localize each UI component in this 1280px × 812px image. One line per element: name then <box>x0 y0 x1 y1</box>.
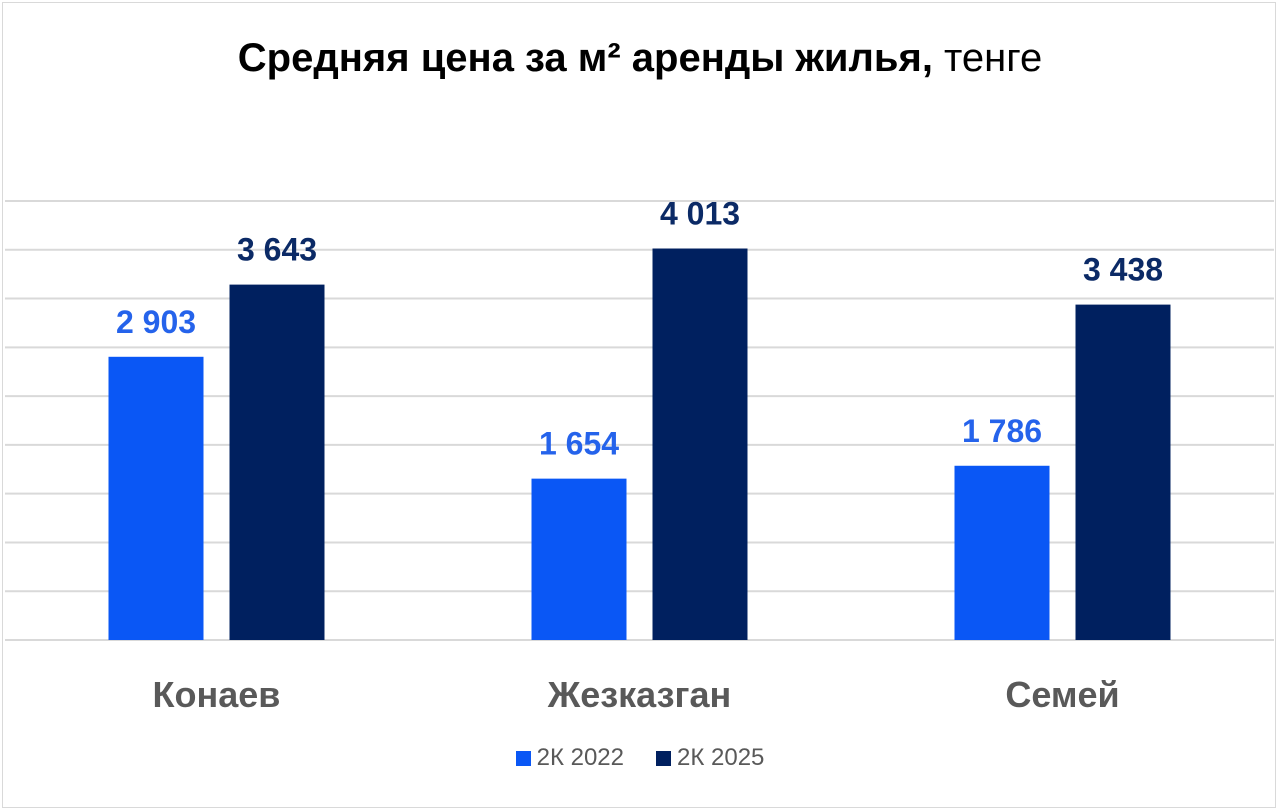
data-label-2022-1: 1 654 <box>539 426 619 462</box>
data-label-2025-2: 3 438 <box>1083 252 1163 288</box>
bar-2025-1 <box>652 248 748 640</box>
data-label-2025-1: 4 013 <box>660 196 740 232</box>
legend-item-2025: 2К 2025 <box>656 744 764 772</box>
bar-2025-0 <box>229 284 325 640</box>
data-label-2025-0: 3 643 <box>237 232 317 268</box>
bar-2022-1 <box>531 478 627 640</box>
category-label-0: Конаев <box>153 674 281 715</box>
legend: 2К 2022 2К 2025 <box>0 744 1280 772</box>
category-label-1: Жезказган <box>547 674 732 715</box>
bar-2022-2 <box>954 465 1050 640</box>
chart-title-bold: Средняя цена за м² аренды жилья, <box>237 36 933 80</box>
chart-title-unit: тенге <box>932 36 1043 80</box>
data-label-2022-0: 2 903 <box>116 304 196 340</box>
legend-item-2022: 2К 2022 <box>515 744 624 772</box>
category-label-2: Семей <box>1005 674 1119 715</box>
legend-swatch-2022 <box>515 750 531 766</box>
legend-label-2025: 2К 2025 <box>677 744 765 771</box>
legend-swatch-2025 <box>656 750 671 766</box>
bar-2025-2 <box>1075 304 1171 640</box>
bar-2022-0 <box>108 356 204 640</box>
legend-label-2022: 2К 2022 <box>536 744 624 771</box>
data-label-2022-2: 1 786 <box>962 413 1042 449</box>
chart-title: Средняя цена за м² аренды жилья, тенге <box>0 36 1280 81</box>
